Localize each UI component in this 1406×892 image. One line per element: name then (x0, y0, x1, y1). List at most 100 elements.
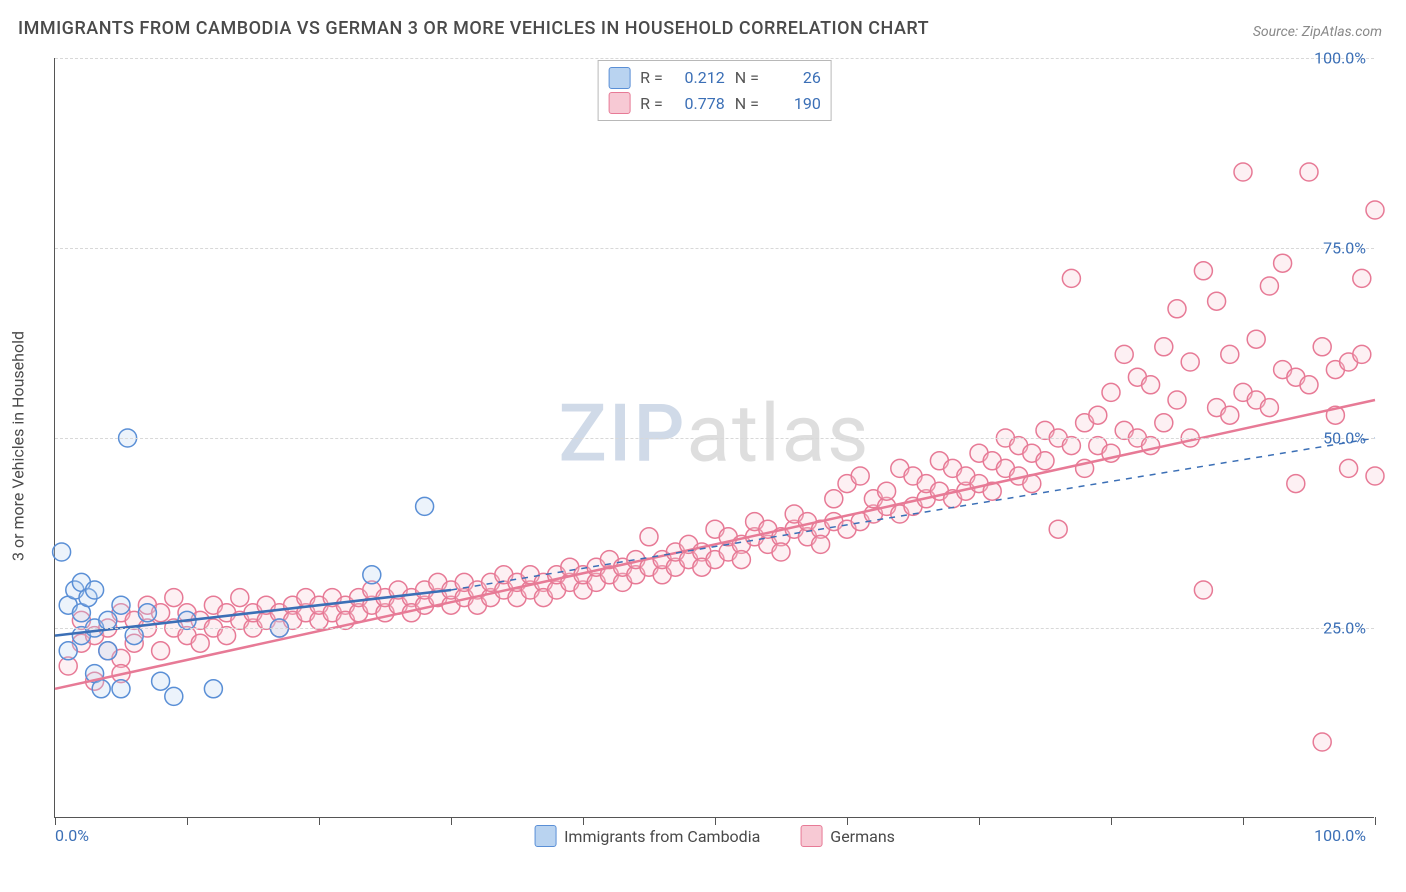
legend-series-item-0: Immigrants from Cambodia (534, 825, 760, 847)
n-label-0: N = (735, 65, 759, 91)
y-axis-label: 3 or more Vehicles in Household (9, 331, 28, 561)
scatter-point (416, 497, 434, 515)
scatter-point (1366, 467, 1384, 485)
scatter-point (1036, 452, 1054, 470)
r-value-1: 0.778 (673, 91, 725, 117)
scatter-point (732, 551, 750, 569)
legend-series-swatch-1 (800, 825, 822, 847)
x-tick-mark (979, 817, 980, 825)
x-tick-mark (715, 817, 716, 825)
scatter-point (851, 467, 869, 485)
scatter-point (1102, 383, 1120, 401)
n-value-1: 190 (769, 91, 821, 117)
scatter-point (1260, 399, 1278, 417)
scatter-point (1366, 201, 1384, 219)
scatter-point (1142, 376, 1160, 394)
scatter-point (125, 627, 143, 645)
scatter-point (1155, 414, 1173, 432)
legend-series-swatch-0 (534, 825, 556, 847)
scatter-point (1313, 338, 1331, 356)
gridline (55, 58, 1374, 59)
trend-line-germans (55, 400, 1375, 689)
scatter-point (1194, 581, 1212, 599)
source-attribution: Source: ZipAtlas.com (1253, 24, 1382, 40)
r-value-0: 0.212 (673, 65, 725, 91)
scatter-point (772, 543, 790, 561)
scatter-point (99, 611, 117, 629)
scatter-point (1049, 520, 1067, 538)
x-tick-mark (187, 817, 188, 825)
legend-stats: R = 0.212 N = 26 R = 0.778 N = 190 (597, 60, 832, 121)
scatter-point (1234, 163, 1252, 181)
scatter-point (1168, 391, 1186, 409)
scatter-point (878, 482, 896, 500)
scatter-point (53, 543, 71, 561)
scatter-point (1221, 345, 1239, 363)
scatter-point (218, 627, 236, 645)
scatter-point (165, 589, 183, 607)
scatter-point (191, 634, 209, 652)
x-tick-mark (55, 817, 56, 825)
x-tick-mark (583, 817, 584, 825)
plot-area: ZIPatlas R = 0.212 N = 26 R = 0.778 N = … (54, 58, 1374, 818)
x-tick-mark (319, 817, 320, 825)
scatter-point (152, 642, 170, 660)
scatter-point (1062, 437, 1080, 455)
scatter-point (363, 566, 381, 584)
scatter-point (1115, 345, 1133, 363)
scatter-point (812, 535, 830, 553)
gridline (55, 248, 1374, 249)
scatter-point (1287, 475, 1305, 493)
scatter-point (152, 672, 170, 690)
legend-swatch-1 (608, 92, 630, 114)
scatter-point (1155, 338, 1173, 356)
scatter-point (1208, 292, 1226, 310)
scatter-point (1353, 269, 1371, 287)
legend-swatch-0 (608, 67, 630, 89)
y-tick-label: 50.0% (1323, 429, 1366, 448)
scatter-point (1181, 353, 1199, 371)
scatter-point (231, 589, 249, 607)
chart-container: IMMIGRANTS FROM CAMBODIA VS GERMAN 3 OR … (0, 0, 1406, 892)
scatter-point (99, 642, 117, 660)
scatter-point (1062, 269, 1080, 287)
scatter-point (1221, 406, 1239, 424)
scatter-point (1300, 376, 1318, 394)
x-tick-mark (847, 817, 848, 825)
scatter-point (1194, 262, 1212, 280)
chart-title: IMMIGRANTS FROM CAMBODIA VS GERMAN 3 OR … (18, 18, 929, 39)
scatter-point (112, 596, 130, 614)
x-tick-label-max: 100.0% (1314, 826, 1366, 845)
n-value-0: 26 (769, 65, 821, 91)
scatter-point (1353, 345, 1371, 363)
n-label-1: N = (735, 91, 759, 117)
y-tick-label: 25.0% (1323, 619, 1366, 638)
scatter-point (1340, 459, 1358, 477)
scatter-point (59, 642, 77, 660)
y-tick-label: 75.0% (1323, 239, 1366, 258)
legend-series-label-1: Germans (830, 827, 895, 846)
scatter-point (165, 687, 183, 705)
x-tick-mark (451, 817, 452, 825)
scatter-point (1260, 277, 1278, 295)
x-tick-mark (1111, 817, 1112, 825)
scatter-point (204, 680, 222, 698)
scatter-point (1089, 406, 1107, 424)
scatter-point (825, 490, 843, 508)
scatter-point (1300, 163, 1318, 181)
scatter-point (86, 581, 104, 599)
y-tick-label: 100.0% (1314, 49, 1366, 68)
scatter-point (1142, 437, 1160, 455)
scatter-point (1313, 733, 1331, 751)
scatter-point (1247, 330, 1265, 348)
gridline (55, 628, 1374, 629)
legend-series-item-1: Germans (800, 825, 895, 847)
legend-stats-row-0: R = 0.212 N = 26 (608, 65, 821, 91)
scatter-point (92, 680, 110, 698)
legend-stats-row-1: R = 0.778 N = 190 (608, 91, 821, 117)
legend-series: Immigrants from Cambodia Germans (534, 825, 895, 847)
scatter-point (640, 528, 658, 546)
scatter-point (138, 604, 156, 622)
x-tick-mark (1243, 817, 1244, 825)
legend-series-label-0: Immigrants from Cambodia (564, 827, 760, 846)
